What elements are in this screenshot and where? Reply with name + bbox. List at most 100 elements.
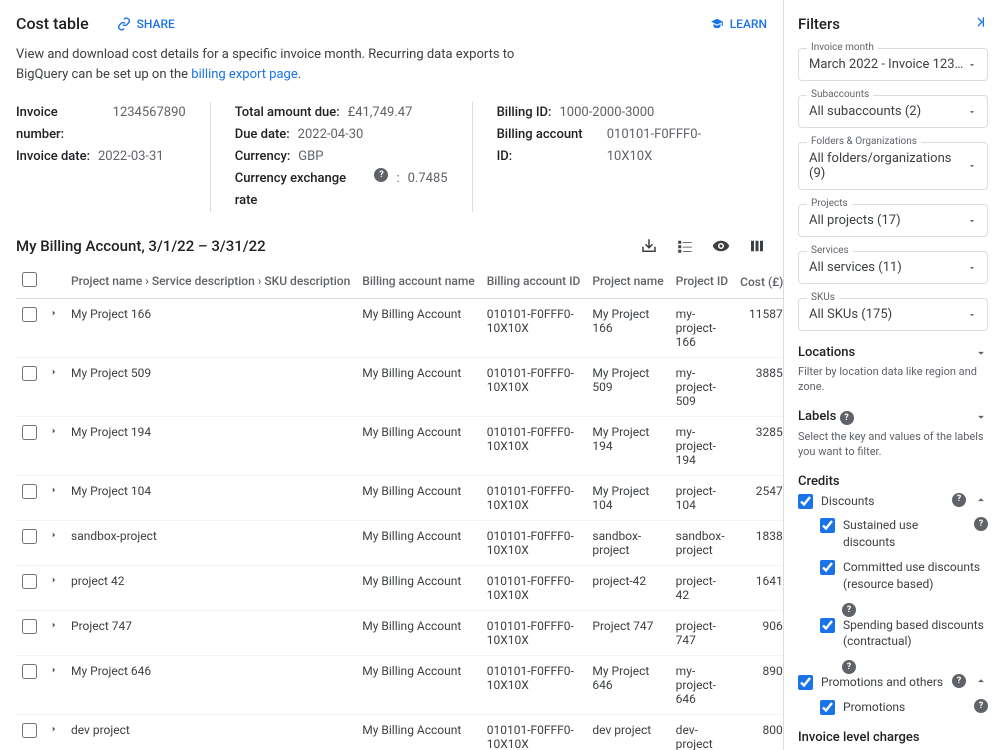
- chevron-up-icon[interactable]: [974, 493, 988, 507]
- skus-select[interactable]: SKUs All SKUs (175): [798, 298, 988, 331]
- cell-cost: 800.40: [734, 715, 784, 750]
- invoice-month-select[interactable]: Invoice month March 2022 - Invoice 12345…: [798, 48, 988, 81]
- expand-icon[interactable]: [49, 620, 59, 630]
- cell-proj-name: My Project 166: [586, 299, 669, 358]
- help-icon[interactable]: ?: [842, 603, 856, 617]
- chevron-down-icon: [967, 216, 977, 226]
- cell-proj-id: sandbox-project: [670, 521, 734, 566]
- projects-select[interactable]: Projects All projects (17): [798, 204, 988, 237]
- download-icon[interactable]: [639, 236, 659, 256]
- hierarchy-icon[interactable]: [675, 236, 695, 256]
- services-select[interactable]: Services All services (11): [798, 251, 988, 284]
- select-all-checkbox[interactable]: [22, 272, 37, 287]
- promo-group-checkbox[interactable]: [798, 675, 813, 690]
- invoice-number: 1234567890: [113, 102, 186, 146]
- help-icon[interactable]: ?: [374, 168, 388, 182]
- col-acct-id[interactable]: Billing account ID: [481, 264, 587, 299]
- row-checkbox[interactable]: [22, 529, 37, 544]
- account-title: My Billing Account, 3/1/22 – 3/31/22: [16, 237, 266, 255]
- promo-checkbox[interactable]: [820, 700, 835, 715]
- cell-acct-name: My Billing Account: [356, 299, 480, 358]
- row-checkbox[interactable]: [22, 574, 37, 589]
- table-row: My Project 509My Billing Account010101-F…: [16, 358, 784, 417]
- help-icon[interactable]: ?: [974, 699, 988, 713]
- collapse-panel-icon[interactable]: [972, 14, 988, 34]
- labels-section: Labels ? Select the key and values of th…: [798, 409, 988, 460]
- cell-project: My Project 194: [65, 417, 356, 476]
- labels-toggle[interactable]: Labels ?: [798, 409, 988, 425]
- cell-acct-id: 010101-F0FFF0-10X10X: [481, 521, 587, 566]
- cell-proj-name: sandbox-project: [586, 521, 669, 566]
- total-due: £41,749.47: [348, 102, 413, 124]
- billing-id-label: Billing ID:: [497, 102, 552, 124]
- cell-cost: 1838.12: [734, 521, 784, 566]
- due-date-label: Due date:: [235, 124, 290, 146]
- intro-text: View and download cost details for a spe…: [16, 45, 767, 84]
- invoice-charges-section: Invoice level charges Tax: [798, 730, 988, 750]
- expand-icon[interactable]: [49, 575, 59, 585]
- cell-proj-id: my-project-194: [670, 417, 734, 476]
- sustained-checkbox[interactable]: [820, 518, 835, 533]
- cell-acct-id: 010101-F0FFF0-10X10X: [481, 656, 587, 715]
- col-proj-name[interactable]: Project name: [586, 264, 669, 299]
- billing-acct-id: 010101-F0FFF0-10X10X: [607, 124, 743, 168]
- cell-project: dev project: [65, 715, 356, 750]
- subaccounts-select[interactable]: Subaccounts All subaccounts (2): [798, 95, 988, 128]
- col-proj-id[interactable]: Project ID: [670, 264, 734, 299]
- visibility-icon[interactable]: [711, 236, 731, 256]
- help-icon[interactable]: ?: [952, 493, 966, 507]
- account-row: My Billing Account, 3/1/22 – 3/31/22: [16, 236, 767, 256]
- locations-section: Locations Filter by location data like r…: [798, 345, 988, 395]
- cell-proj-name: Project 747: [586, 611, 669, 656]
- discounts-checkbox[interactable]: [798, 494, 813, 509]
- help-icon[interactable]: ?: [842, 660, 856, 674]
- table-row: dev projectMy Billing Account010101-F0FF…: [16, 715, 784, 750]
- cell-project: Project 747: [65, 611, 356, 656]
- row-checkbox[interactable]: [22, 307, 37, 322]
- learn-button[interactable]: LEARN: [710, 17, 767, 31]
- row-checkbox[interactable]: [22, 664, 37, 679]
- col-acct-name[interactable]: Billing account name: [356, 264, 480, 299]
- expand-icon[interactable]: [49, 367, 59, 377]
- columns-icon[interactable]: [747, 236, 767, 256]
- cell-acct-name: My Billing Account: [356, 566, 480, 611]
- expand-icon[interactable]: [49, 485, 59, 495]
- chevron-up-icon[interactable]: [974, 674, 988, 688]
- cell-proj-id: project-104: [670, 476, 734, 521]
- help-icon[interactable]: ?: [952, 674, 966, 688]
- committed-checkbox[interactable]: [820, 560, 835, 575]
- cell-cost: 3885.45: [734, 358, 784, 417]
- help-icon[interactable]: ?: [974, 517, 988, 531]
- currency-label: Currency:: [235, 146, 291, 168]
- table-row: Project 747My Billing Account010101-F0FF…: [16, 611, 784, 656]
- share-button[interactable]: SHARE: [117, 17, 175, 31]
- billing-export-link[interactable]: billing export page: [191, 67, 297, 82]
- table-row: My Project 194My Billing Account010101-F…: [16, 417, 784, 476]
- currency: GBP: [298, 146, 323, 168]
- expand-icon[interactable]: [49, 530, 59, 540]
- row-checkbox[interactable]: [22, 723, 37, 738]
- expand-icon[interactable]: [49, 426, 59, 436]
- table-row: My Project 166My Billing Account010101-F…: [16, 299, 784, 358]
- table-toolbar: [639, 236, 767, 256]
- col-hierarchy[interactable]: Project name › Service description › SKU…: [65, 264, 356, 299]
- help-icon[interactable]: ?: [840, 411, 854, 425]
- chevron-down-icon: [967, 263, 977, 273]
- credits-section: Credits Discounts ? Sustained use discou…: [798, 474, 988, 716]
- expand-icon[interactable]: [49, 665, 59, 675]
- expand-icon[interactable]: [49, 308, 59, 318]
- row-checkbox[interactable]: [22, 366, 37, 381]
- locations-toggle[interactable]: Locations: [798, 345, 988, 360]
- expand-icon[interactable]: [49, 724, 59, 734]
- col-cost[interactable]: Cost (£): [734, 264, 784, 299]
- spending-checkbox[interactable]: [820, 618, 835, 633]
- link-icon: [117, 17, 131, 31]
- cell-proj-id: project-747: [670, 611, 734, 656]
- cell-acct-id: 010101-F0FFF0-10X10X: [481, 611, 587, 656]
- chevron-down-icon: [967, 161, 977, 171]
- table-row: project 42My Billing Account010101-F0FFF…: [16, 566, 784, 611]
- row-checkbox[interactable]: [22, 484, 37, 499]
- row-checkbox[interactable]: [22, 425, 37, 440]
- row-checkbox[interactable]: [22, 619, 37, 634]
- folders-select[interactable]: Folders & Organizations All folders/orga…: [798, 142, 988, 190]
